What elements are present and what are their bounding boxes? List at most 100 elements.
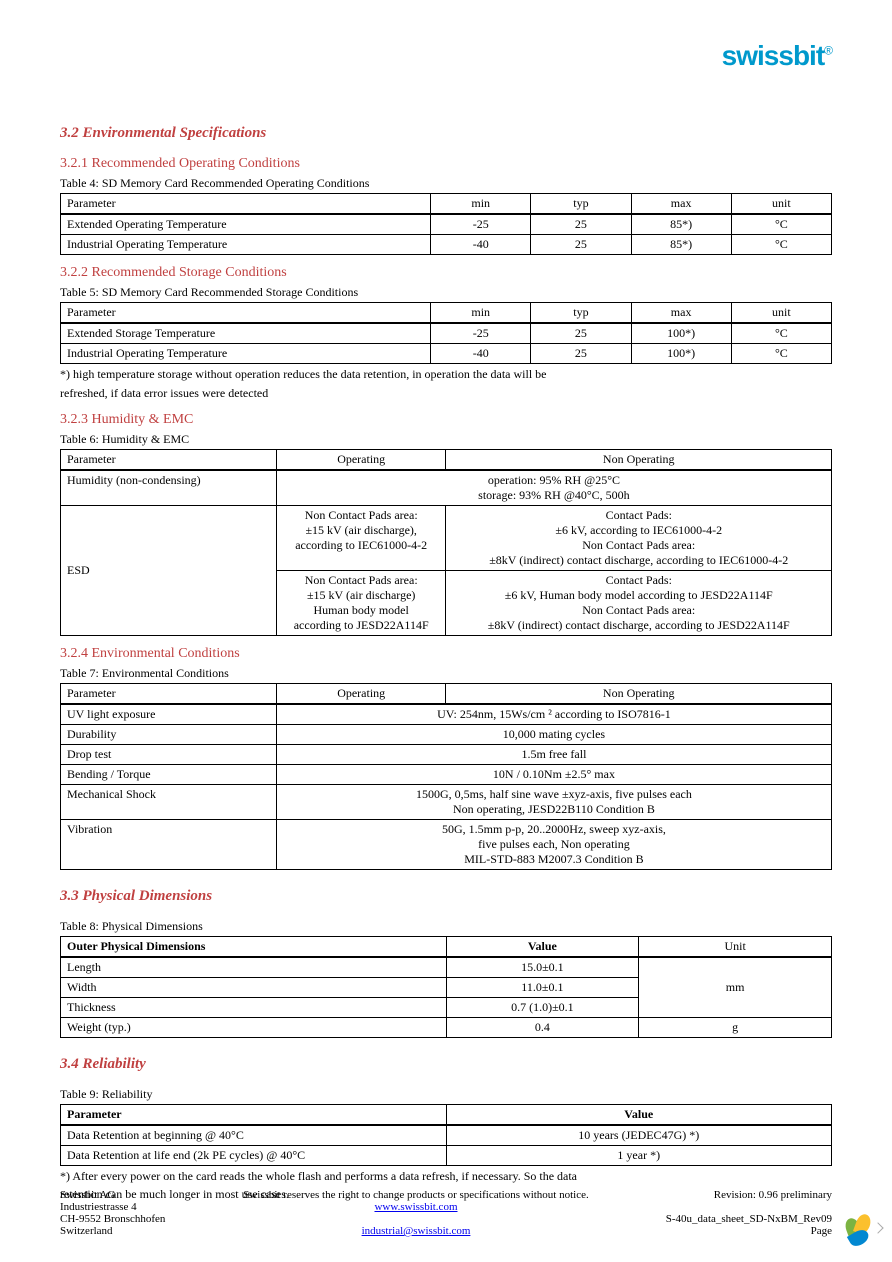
table-text: MIL-STD-883 M2007.3 Condition B (283, 852, 825, 867)
table-header: Operating (276, 449, 446, 470)
table-header: max (631, 303, 731, 324)
logo-text: swissbit (722, 40, 824, 71)
table-header: Parameter (61, 683, 277, 704)
section-3-3-title: 3.3 Physical Dimensions (60, 888, 832, 905)
table-header: Value (446, 1104, 832, 1125)
logo-symbol: ® (824, 44, 832, 58)
table-header: typ (531, 194, 631, 215)
table-cell: Length (61, 957, 447, 978)
table-text: according to IEC61000-4-2 (283, 538, 440, 553)
table-text: 1500G, 0,5ms, half sine wave ±xyz-axis, … (283, 787, 825, 802)
table-cell: 11.0±0.1 (446, 977, 639, 997)
table-cell: Industrial Operating Temperature (61, 344, 431, 364)
table-cell: operation: 95% RH @25°C storage: 93% RH … (276, 470, 831, 506)
table-text: Non Contact Pads area: (452, 603, 825, 618)
table-text: storage: 93% RH @40°C, 500h (283, 488, 825, 503)
table-cell: °C (731, 235, 831, 255)
table-cell: Bending / Torque (61, 764, 277, 784)
table-4: Parameter min typ max unit Extended Oper… (60, 193, 832, 255)
footer-docid: S-40u_data_sheet_SD-NxBM_Rev09 (612, 1213, 832, 1225)
chevron-right-icon (872, 1222, 883, 1233)
table-cell: Vibration (61, 819, 277, 869)
section-3-2-2-title: 3.2.2 Recommended Storage Conditions (60, 265, 832, 281)
table-cell: °C (731, 214, 831, 235)
table-text: Non Contact Pads area: (283, 573, 440, 588)
swissbit-logo: swissbit® (722, 40, 832, 72)
table-9-caption: Table 9: Reliability (60, 1087, 832, 1102)
table-header: Parameter (61, 194, 431, 215)
table-cell: 25 (531, 323, 631, 344)
table-cell: 100*) (631, 323, 731, 344)
table-cell: g (639, 1017, 832, 1037)
table-cell: Weight (typ.) (61, 1017, 447, 1037)
table-text: ±6 kV, according to IEC61000-4-2 (452, 523, 825, 538)
table-cell: 10,000 mating cycles (276, 724, 831, 744)
table-header: Parameter (61, 1104, 447, 1125)
table-cell: 0.7 (1.0)±0.1 (446, 997, 639, 1017)
table-7: Parameter Operating Non Operating UV lig… (60, 683, 832, 870)
table-text: ±8kV (indirect) contact discharge, accor… (452, 618, 825, 633)
table-header: Non Operating (446, 683, 832, 704)
table-5-note: *) high temperature storage without oper… (60, 366, 832, 383)
table-8-caption: Table 8: Physical Dimensions (60, 919, 832, 934)
table-cell: Data Retention at beginning @ 40°C (61, 1125, 447, 1146)
table-9: Parameter Value Data Retention at beginn… (60, 1104, 832, 1166)
next-page-button[interactable] (842, 1212, 882, 1252)
table-cell: Thickness (61, 997, 447, 1017)
table-cell: 0.4 (446, 1017, 639, 1037)
table-text: Non Contact Pads area: (452, 538, 825, 553)
table-text: Contact Pads: (452, 573, 825, 588)
table-cell: Non Contact Pads area: ±15 kV (air disch… (276, 570, 446, 635)
table-cell: 1.5m free fall (276, 744, 831, 764)
table-cell: 1500G, 0,5ms, half sine wave ±xyz-axis, … (276, 784, 831, 819)
section-3-4-title: 3.4 Reliability (60, 1056, 832, 1073)
table-header-text: Value (624, 1107, 653, 1121)
table-cell: Contact Pads: ±6 kV, according to IEC610… (446, 505, 832, 570)
table-header: unit (731, 303, 831, 324)
table-cell: Extended Operating Temperature (61, 214, 431, 235)
table-text: 50G, 1.5mm p-p, 20..2000Hz, sweep xyz-ax… (283, 822, 825, 837)
table-header: max (631, 194, 731, 215)
footer-url-link[interactable]: www.swissbit.com (374, 1201, 457, 1213)
table-cell: Extended Storage Temperature (61, 323, 431, 344)
footer-revision: Revision: 0.96 preliminary (612, 1189, 832, 1201)
table-5-caption: Table 5: SD Memory Card Recommended Stor… (60, 285, 832, 300)
page-content: 3.2 Environmental Specifications 3.2.1 R… (60, 125, 832, 1203)
table-cell: 10 years (JEDEC47G) *) (446, 1125, 832, 1146)
table-text: ±15 kV (air discharge) (283, 588, 440, 603)
table-cell: -25 (431, 323, 531, 344)
section-3-2-3-title: 3.2.3 Humidity & EMC (60, 412, 832, 428)
table-text: Non Contact Pads area: (283, 508, 440, 523)
table-cell: ESD (61, 505, 277, 635)
table-text: Non operating, JESD22B110 Condition B (283, 802, 825, 817)
table-cell: 25 (531, 344, 631, 364)
table-text: operation: 95% RH @25°C (283, 473, 825, 488)
table-text: ±15 kV (air discharge), (283, 523, 440, 538)
table-header: typ (531, 303, 631, 324)
table-header: min (431, 194, 531, 215)
table-text: according to JESD22A114F (283, 618, 440, 633)
table-header: unit (731, 194, 831, 215)
table-cell: 50G, 1.5mm p-p, 20..2000Hz, sweep xyz-ax… (276, 819, 831, 869)
footer-disclaimer: Swissbit reserves the right to change pr… (220, 1189, 612, 1201)
table-5-note: refreshed, if data error issues were det… (60, 385, 832, 402)
table-7-caption: Table 7: Environmental Conditions (60, 666, 832, 681)
table-header-text: Parameter (67, 1107, 122, 1121)
table-cell: 10N / 0.10Nm ±2.5° max (276, 764, 831, 784)
table-header: Outer Physical Dimensions (61, 936, 447, 957)
table-cell: Contact Pads: ±6 kV, Human body model ac… (446, 570, 832, 635)
footer-addr2: CH-9552 Bronschhofen (60, 1213, 220, 1225)
table-header: Non Operating (446, 449, 832, 470)
table-header: Unit (639, 936, 832, 957)
table-header-text: Value (528, 939, 557, 953)
table-text: five pulses each, Non operating (283, 837, 825, 852)
table-cell: 85*) (631, 214, 731, 235)
table-6-caption: Table 6: Humidity & EMC (60, 432, 832, 447)
table-header: min (431, 303, 531, 324)
table-cell: 15.0±0.1 (446, 957, 639, 978)
table-cell: Industrial Operating Temperature (61, 235, 431, 255)
footer-email-link[interactable]: industrial@swissbit.com (362, 1225, 471, 1237)
table-cell: Durability (61, 724, 277, 744)
table-cell: -40 (431, 235, 531, 255)
table-8: Outer Physical Dimensions Value Unit Len… (60, 936, 832, 1038)
